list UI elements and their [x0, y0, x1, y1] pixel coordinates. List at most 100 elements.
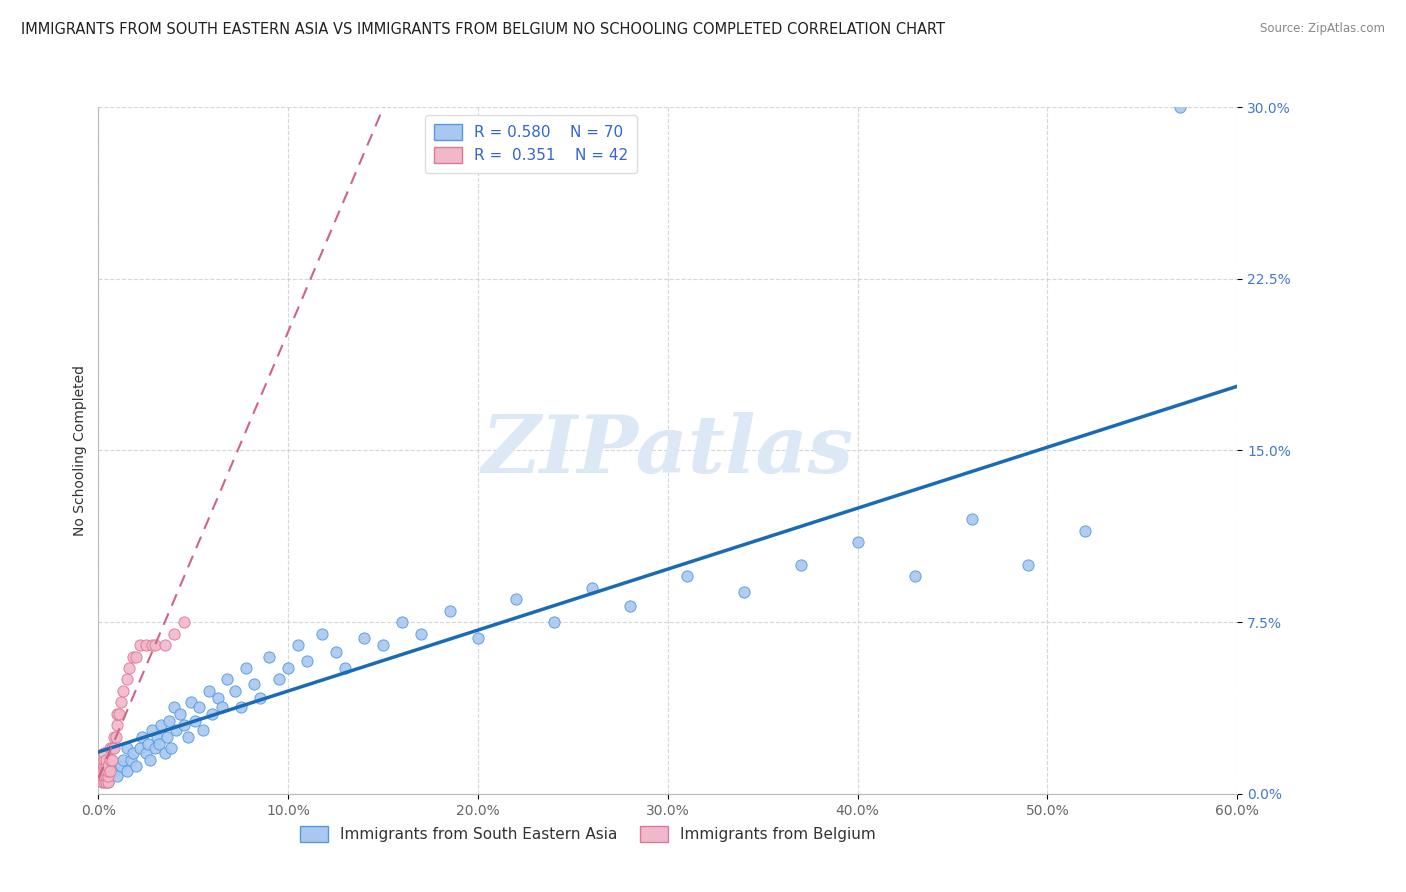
Point	[100, 753, 122, 767]
Point	[176, 730, 198, 744]
Point	[98, 764, 121, 778]
Point	[243, 677, 266, 691]
Point	[207, 690, 229, 705]
Point	[325, 645, 347, 659]
Point	[267, 673, 290, 687]
Point	[121, 649, 143, 664]
Point	[197, 683, 219, 698]
Point	[138, 753, 160, 767]
Point	[107, 718, 129, 732]
Point	[97, 764, 120, 778]
Point	[371, 638, 394, 652]
Point	[91, 775, 114, 789]
Point	[120, 753, 142, 767]
Point	[97, 775, 120, 789]
Point	[104, 730, 127, 744]
Point	[103, 764, 125, 778]
Point	[173, 718, 195, 732]
Point	[91, 764, 114, 778]
Point	[180, 695, 202, 709]
Point	[1170, 100, 1192, 114]
Point	[846, 535, 869, 549]
Point	[103, 730, 125, 744]
Point	[169, 706, 191, 721]
Point	[135, 638, 157, 652]
Point	[201, 706, 224, 721]
Point	[157, 714, 180, 728]
Point	[93, 746, 115, 760]
Point	[145, 638, 167, 652]
Point	[118, 661, 141, 675]
Text: Source: ZipAtlas.com: Source: ZipAtlas.com	[1260, 22, 1385, 36]
Point	[543, 615, 565, 630]
Point	[353, 631, 375, 645]
Point	[619, 599, 641, 614]
Point	[153, 746, 176, 760]
Point	[112, 753, 135, 767]
Point	[287, 638, 309, 652]
Point	[125, 759, 148, 773]
Point	[790, 558, 813, 572]
Point	[311, 626, 333, 640]
Point	[165, 723, 187, 737]
Point	[103, 741, 125, 756]
Point	[141, 723, 163, 737]
Point	[733, 585, 755, 599]
Point	[217, 673, 239, 687]
Point	[146, 730, 169, 744]
Point	[115, 764, 138, 778]
Point	[125, 649, 148, 664]
Point	[184, 714, 207, 728]
Point	[259, 649, 281, 664]
Text: ZIPatlas: ZIPatlas	[482, 412, 853, 489]
Point	[107, 768, 129, 782]
Point	[163, 626, 186, 640]
Point	[150, 718, 173, 732]
Point	[135, 746, 157, 760]
Point	[1018, 558, 1040, 572]
Point	[191, 723, 214, 737]
Point	[98, 741, 121, 756]
Point	[335, 661, 357, 675]
Point	[93, 753, 115, 767]
Point	[110, 695, 132, 709]
Point	[141, 638, 163, 652]
Point	[112, 683, 135, 698]
Point	[108, 706, 131, 721]
Point	[136, 737, 159, 751]
Point	[145, 741, 167, 756]
Point	[505, 592, 527, 607]
Point	[115, 673, 138, 687]
Point	[93, 768, 115, 782]
Point	[224, 683, 246, 698]
Point	[153, 638, 176, 652]
Point	[581, 581, 603, 595]
Legend: Immigrants from South Eastern Asia, Immigrants from Belgium: Immigrants from South Eastern Asia, Immi…	[294, 820, 882, 848]
Point	[94, 768, 117, 782]
Point	[188, 699, 211, 714]
Point	[235, 661, 257, 675]
Point	[249, 690, 271, 705]
Point	[391, 615, 413, 630]
Text: IMMIGRANTS FROM SOUTH EASTERN ASIA VS IMMIGRANTS FROM BELGIUM NO SCHOOLING COMPL: IMMIGRANTS FROM SOUTH EASTERN ASIA VS IM…	[21, 22, 945, 37]
Point	[115, 741, 138, 756]
Point	[148, 737, 170, 751]
Point	[277, 661, 299, 675]
Point	[110, 759, 132, 773]
Point	[297, 654, 319, 668]
Point	[173, 615, 195, 630]
Point	[94, 759, 117, 773]
Point	[1074, 524, 1097, 538]
Point	[94, 753, 117, 767]
Point	[229, 699, 252, 714]
Point	[93, 764, 115, 778]
Point	[94, 764, 117, 778]
Point	[93, 775, 115, 789]
Point	[97, 759, 120, 773]
Point	[960, 512, 983, 526]
Point	[107, 706, 129, 721]
Point	[100, 741, 122, 756]
Point	[94, 775, 117, 789]
Point	[904, 569, 927, 583]
Point	[97, 768, 120, 782]
